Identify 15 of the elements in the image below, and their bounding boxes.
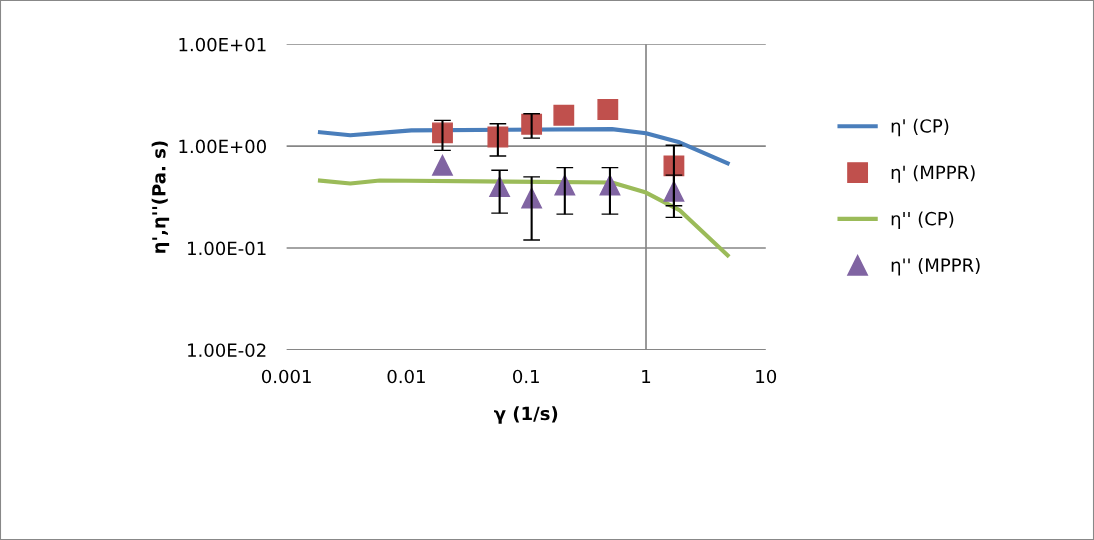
x-axis-title: γ (1/s)	[493, 406, 558, 424]
y-tick-label: 1.00E+00	[179, 139, 266, 154]
legend-label: η'' (CP)	[891, 211, 954, 230]
y-axis-title: η',η''(Pa. s)	[151, 141, 170, 253]
legend-label: η'' (MPPR)	[891, 257, 980, 276]
y-tick-label: 1.00E+01	[179, 37, 266, 52]
y-tick-label: 1.00E-01	[188, 241, 266, 256]
x-tick-label: 1	[642, 369, 651, 384]
x-tick-label: 0.1	[513, 369, 539, 384]
x-tick-label: 0.001	[261, 369, 311, 384]
x-tick-label: 0.01	[387, 369, 425, 384]
y-tick-label: 1.00E-02	[188, 343, 266, 358]
legend-label: η' (CP)	[891, 118, 949, 137]
legend-label: η' (MPPR)	[891, 165, 975, 183]
x-tick-label: 10	[756, 369, 777, 384]
